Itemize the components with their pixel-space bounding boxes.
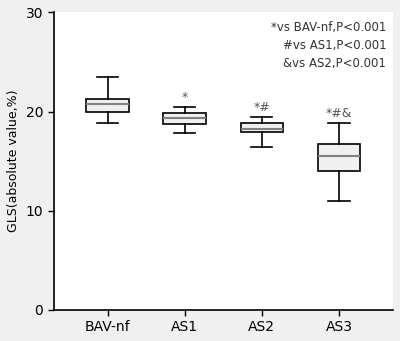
Y-axis label: GLS(absolute value,%): GLS(absolute value,%): [7, 90, 20, 232]
PathPatch shape: [241, 123, 283, 132]
Text: *#: *#: [254, 102, 270, 115]
PathPatch shape: [318, 144, 360, 171]
Text: *vs BAV-nf,P<0.001
#vs AS1,P<0.001
&vs AS2,P<0.001: *vs BAV-nf,P<0.001 #vs AS1,P<0.001 &vs A…: [271, 21, 386, 70]
Text: *#&: *#&: [326, 107, 352, 120]
PathPatch shape: [164, 114, 206, 124]
PathPatch shape: [86, 99, 129, 112]
Text: *: *: [182, 91, 188, 104]
